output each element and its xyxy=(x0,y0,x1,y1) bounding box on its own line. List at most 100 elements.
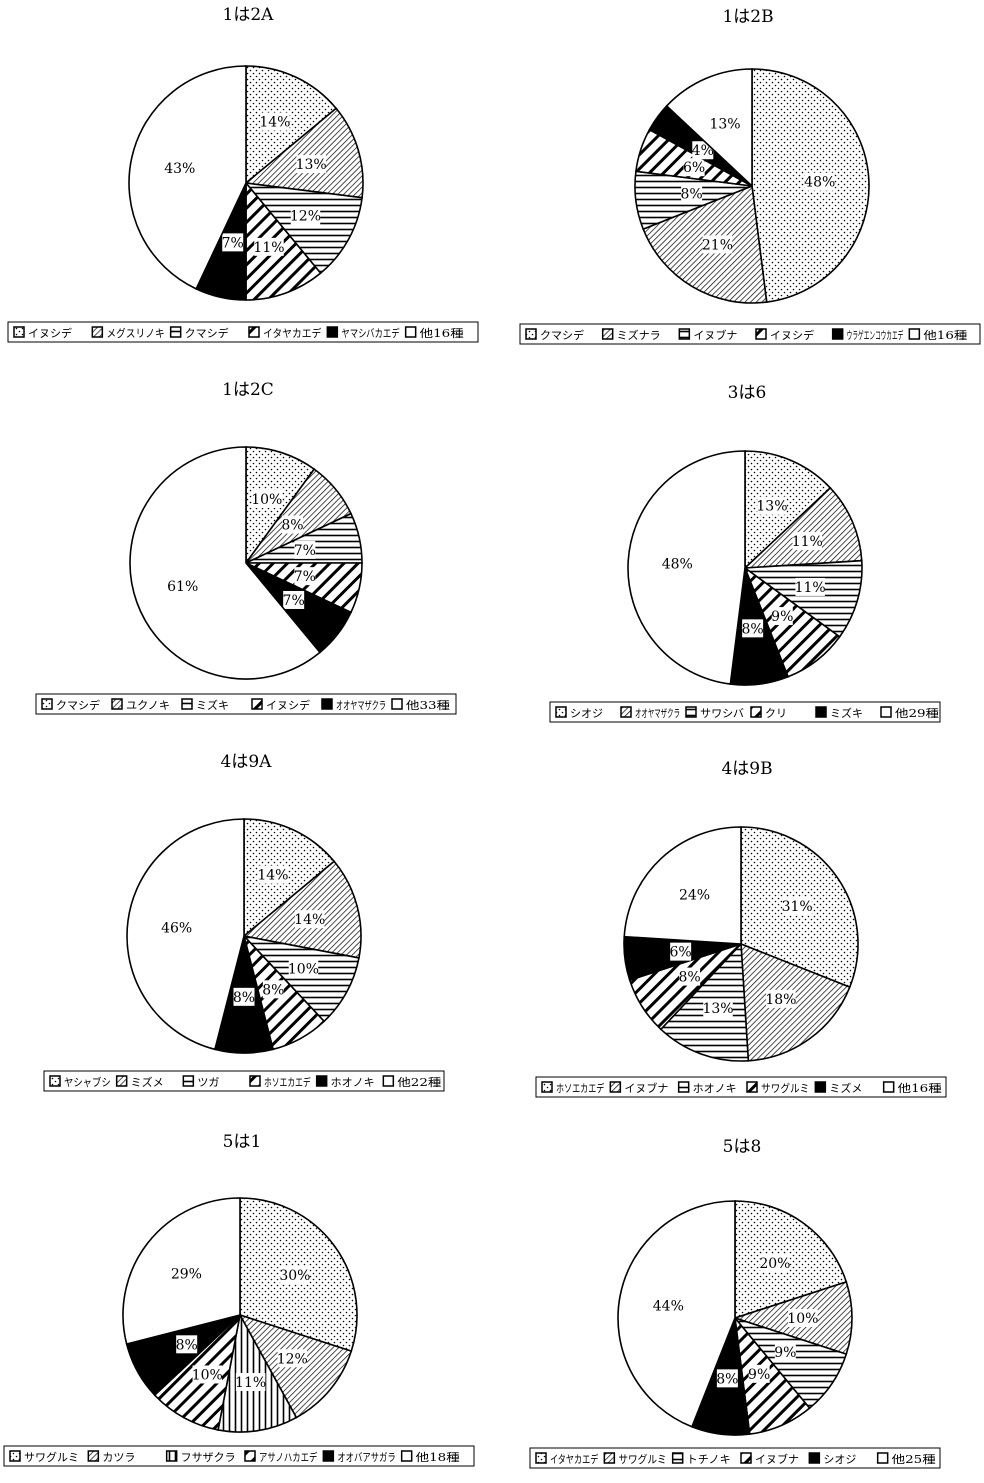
legend-swatch xyxy=(620,706,632,718)
pie-slice xyxy=(617,1200,736,1428)
slice-label: 20% xyxy=(759,1256,790,1272)
slice-label-bg xyxy=(681,184,703,203)
chart-title: 4は9A xyxy=(221,752,273,772)
slice-label-bg xyxy=(670,942,692,961)
pie-slice xyxy=(126,818,245,1051)
slice-label: 21% xyxy=(702,237,733,253)
legend-swatch xyxy=(876,1452,889,1464)
slice-label-bg xyxy=(760,1254,790,1273)
slice-label-bg xyxy=(233,987,255,1006)
slice-label: 10% xyxy=(192,1367,223,1383)
legend-swatch xyxy=(880,706,892,718)
slice-label: 24% xyxy=(679,888,710,904)
legend-box xyxy=(529,1447,941,1469)
legend-label: トチノキ xyxy=(687,1453,731,1466)
legend-swatch xyxy=(41,698,53,710)
legend-swatch xyxy=(249,1075,261,1087)
slice-label-bg xyxy=(771,607,793,626)
pie-panel: 1は2B 48% 21% 8% 6%4% 13% クマシデ ミズナラ イヌブナ イヌシデ ウラゲエン… xyxy=(519,7,981,345)
slice-label: 4% xyxy=(692,143,714,159)
legend-label: サワグルミ xyxy=(24,1450,79,1464)
slice-label-bg xyxy=(280,1266,310,1285)
slice-label: 9% xyxy=(771,609,793,625)
legend-label: 他16種 xyxy=(898,1081,942,1095)
legend-label: イヌブナ xyxy=(755,1452,799,1466)
legend-swatch xyxy=(525,328,537,340)
slice-label: 18% xyxy=(765,992,796,1008)
pie-slice xyxy=(734,1200,848,1320)
slice-label-bg xyxy=(296,155,326,174)
slice-label: 10% xyxy=(787,1311,818,1327)
pie-slice xyxy=(122,1197,241,1346)
pie-slice xyxy=(243,818,336,938)
legend-swatch xyxy=(115,1075,128,1087)
chart-title: 3は6 xyxy=(728,383,767,403)
slice-label: 13% xyxy=(296,157,327,173)
slice-label: 8% xyxy=(679,970,701,986)
legend-label: イヌシデ xyxy=(266,698,310,712)
slice-label-bg xyxy=(782,896,812,915)
legend-label: ミズキ xyxy=(196,698,229,712)
legend-label: シオジ xyxy=(823,1453,856,1466)
legend-label: クマシデ xyxy=(185,326,229,340)
chart-title: 5は1 xyxy=(223,1132,262,1152)
slice-label-bg xyxy=(235,1373,266,1392)
legend-swatch xyxy=(831,328,844,340)
legend-label: クリ xyxy=(765,707,787,720)
legend-box xyxy=(7,321,479,343)
legend-label: サワグルミ xyxy=(761,1081,809,1095)
slice-label: 8% xyxy=(716,1371,738,1387)
legend-box xyxy=(35,693,457,715)
slice-label: 8% xyxy=(681,187,703,203)
slice-label-bg xyxy=(702,235,733,254)
slice-label: 6% xyxy=(670,945,692,961)
pie-panel: 5は8 20% 10% 9%9% 8% 44% イタヤカエデ サワグルミ トチノキ イヌブナ シオジ… xyxy=(529,1137,941,1469)
pie-slice xyxy=(242,860,362,959)
slice-label: 7% xyxy=(283,593,305,609)
slice-label: 12% xyxy=(277,1351,308,1367)
legend-label: ホオノキ xyxy=(693,1082,737,1095)
legend-swatch xyxy=(251,698,263,710)
legend-swatch xyxy=(750,706,762,718)
legend-swatch xyxy=(541,1081,553,1093)
legend-label: クマシデ xyxy=(540,328,584,342)
chart-title: 5は8 xyxy=(723,1137,762,1157)
slice-label: 8% xyxy=(742,621,764,637)
legend-box xyxy=(549,701,941,723)
slice-label-bg xyxy=(792,532,823,551)
slice-label: 8% xyxy=(176,1337,198,1353)
legend-swatch xyxy=(91,326,104,338)
legend-label: メグスリノキ xyxy=(106,326,164,340)
slice-label: 10% xyxy=(288,962,319,978)
legend-label: 他29種 xyxy=(895,706,939,720)
legend-label: イタヤカエデ xyxy=(550,1452,598,1466)
slice-label-bg xyxy=(703,998,733,1017)
legend-label: 他22種 xyxy=(397,1075,441,1089)
slice-label-bg xyxy=(281,515,303,534)
pie-slice xyxy=(742,559,863,638)
pie-slice xyxy=(245,65,338,185)
slice-label: 14% xyxy=(259,115,290,131)
legend-label: ホソエカエデ xyxy=(264,1075,311,1089)
slice-label-bg xyxy=(294,567,316,586)
pie-slice xyxy=(244,107,364,199)
slice-label-bg xyxy=(288,959,319,978)
slice-label-bg xyxy=(766,989,796,1008)
legend-swatch xyxy=(391,698,403,710)
legend-swatch xyxy=(601,328,614,340)
slice-label: 6% xyxy=(683,160,705,176)
legend-box xyxy=(535,1076,947,1098)
slice-label: 8% xyxy=(281,518,303,534)
slice-label: 43% xyxy=(164,161,195,177)
legend-label: カツラ xyxy=(102,1451,135,1464)
legend-label: ツガ xyxy=(197,1076,219,1089)
legend-swatch xyxy=(244,1450,256,1462)
legend-swatch xyxy=(740,1452,752,1464)
pie-slice xyxy=(665,68,753,188)
chart-title: 1は2A xyxy=(223,5,275,25)
slice-label: 11% xyxy=(792,534,823,550)
legend-swatch xyxy=(315,1075,328,1087)
slice-label: 13% xyxy=(702,1001,733,1017)
legend-label: ミズメ xyxy=(131,1075,164,1089)
legend-swatch xyxy=(678,328,691,340)
